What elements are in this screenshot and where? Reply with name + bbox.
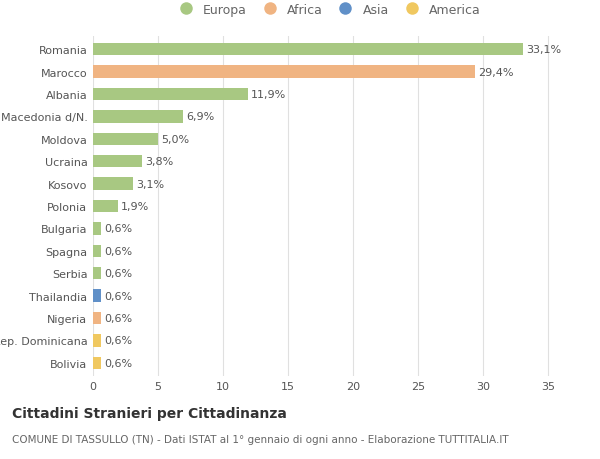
Bar — [93, 268, 101, 280]
Text: 29,4%: 29,4% — [478, 67, 514, 78]
Text: 0,6%: 0,6% — [104, 313, 132, 323]
Legend: Europa, Africa, Asia, America: Europa, Africa, Asia, America — [168, 0, 486, 22]
Text: 33,1%: 33,1% — [527, 45, 562, 55]
Text: 0,6%: 0,6% — [104, 246, 132, 256]
Bar — [93, 67, 475, 78]
Bar — [93, 111, 182, 123]
Text: 0,6%: 0,6% — [104, 336, 132, 346]
Bar — [93, 290, 101, 302]
Bar — [93, 156, 142, 168]
Bar — [93, 201, 118, 213]
Bar — [93, 335, 101, 347]
Text: 5,0%: 5,0% — [161, 134, 190, 145]
Bar — [93, 89, 248, 101]
Bar — [93, 245, 101, 257]
Bar — [93, 312, 101, 325]
Text: 0,6%: 0,6% — [104, 291, 132, 301]
Text: 3,8%: 3,8% — [146, 157, 174, 167]
Bar — [93, 357, 101, 369]
Bar — [93, 44, 523, 56]
Text: 6,9%: 6,9% — [186, 112, 214, 122]
Text: 1,9%: 1,9% — [121, 202, 149, 212]
Text: 0,6%: 0,6% — [104, 224, 132, 234]
Text: Cittadini Stranieri per Cittadinanza: Cittadini Stranieri per Cittadinanza — [12, 406, 287, 420]
Bar — [93, 178, 133, 190]
Text: COMUNE DI TASSULLO (TN) - Dati ISTAT al 1° gennaio di ogni anno - Elaborazione T: COMUNE DI TASSULLO (TN) - Dati ISTAT al … — [12, 434, 509, 444]
Text: 11,9%: 11,9% — [251, 90, 286, 100]
Text: 0,6%: 0,6% — [104, 358, 132, 368]
Text: 3,1%: 3,1% — [137, 179, 164, 189]
Bar — [93, 134, 158, 146]
Text: 0,6%: 0,6% — [104, 269, 132, 279]
Bar — [93, 223, 101, 235]
